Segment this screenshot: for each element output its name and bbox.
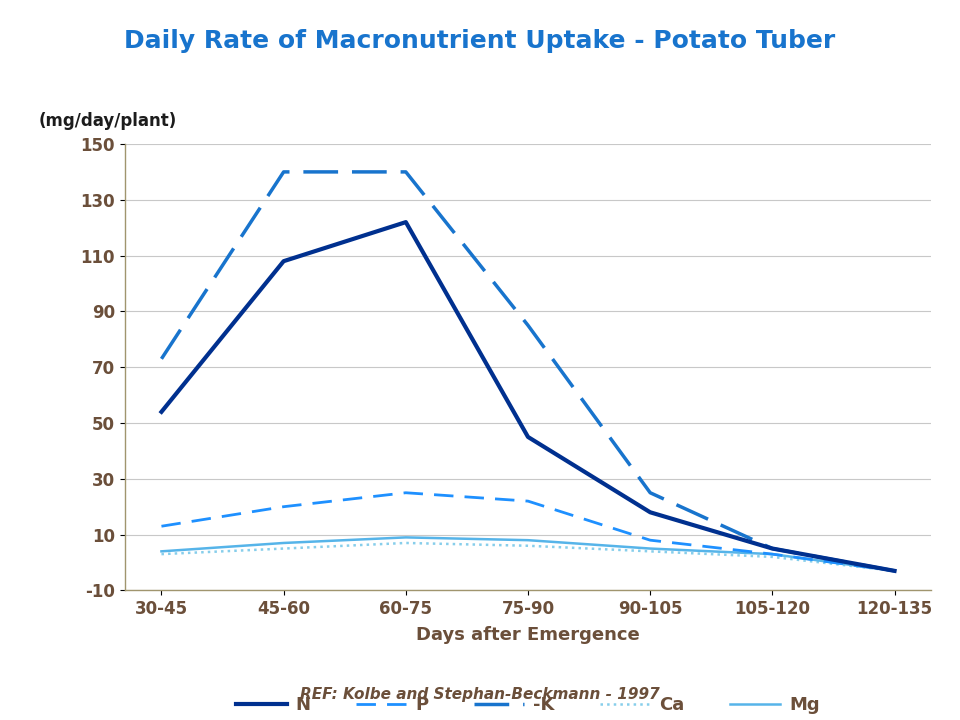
Text: REF: Kolbe and Stephan-Beckmann - 1997: REF: Kolbe and Stephan-Beckmann - 1997 xyxy=(300,687,660,702)
Text: (mg/day/plant): (mg/day/plant) xyxy=(38,112,177,130)
Legend: N, P, -K, Ca, Mg: N, P, -K, Ca, Mg xyxy=(228,689,828,720)
Text: Daily Rate of Macronutrient Uptake - Potato Tuber: Daily Rate of Macronutrient Uptake - Pot… xyxy=(125,29,835,53)
X-axis label: Days after Emergence: Days after Emergence xyxy=(416,626,640,644)
